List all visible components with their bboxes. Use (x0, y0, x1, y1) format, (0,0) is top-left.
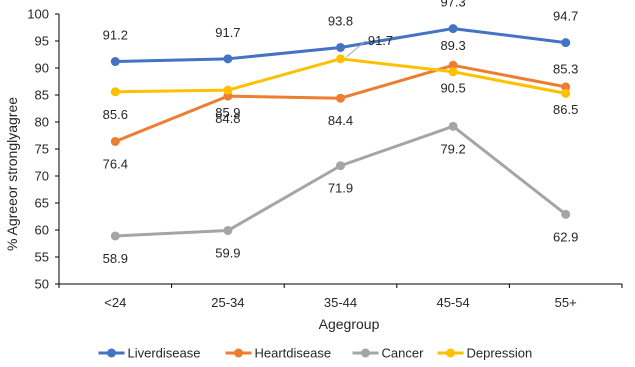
data-point (336, 161, 345, 171)
data-label: 89.3 (440, 38, 465, 53)
legend-label: Depression (467, 346, 533, 361)
legend-label: Liverdisease (128, 346, 201, 361)
x-axis-title: Agegroup (319, 316, 380, 332)
data-point (448, 67, 458, 77)
data-point (223, 226, 233, 236)
x-tick-label: 55+ (555, 295, 577, 310)
legend-label: Cancer (382, 346, 425, 361)
legend-item: Liverdisease (98, 346, 201, 361)
data-point (336, 54, 345, 64)
data-label: 86.5 (553, 102, 578, 117)
series-lines (110, 24, 571, 241)
data-label: 91.7 (368, 33, 393, 48)
data-point (110, 57, 120, 67)
data-label: 97.3 (440, 0, 465, 10)
y-tick-label: 55 (35, 250, 49, 265)
y-tick-label: 75 (35, 142, 49, 157)
data-label: 84.4 (328, 113, 353, 128)
legend-swatch-marker (361, 348, 370, 358)
data-label: 79.2 (440, 141, 465, 156)
series-liverdisease (110, 24, 571, 67)
data-labels: 91.2 91.7 93.8 97.3 94.7 76.4 84.8 84.4 90.5 86.5… (103, 0, 579, 266)
data-point (561, 38, 571, 48)
axes: 50 55 60 65 70 75 80 85 90 95 100 <24 25-34 35-44 45-5… (27, 7, 623, 310)
y-tick-label: 70 (35, 169, 49, 184)
y-axis-title: % Agreeor stronglyagree (4, 97, 20, 251)
series-line (113, 63, 568, 143)
data-label: 85.3 (553, 61, 578, 76)
data-point (448, 121, 458, 131)
y-tick-label: 85 (35, 88, 49, 103)
data-point (110, 136, 120, 146)
y-tick-label: 65 (35, 196, 49, 211)
y-tick-label: 80 (35, 115, 49, 130)
legend: Liverdisease Heartdisease Cancer Depression (98, 346, 533, 361)
series-line (113, 57, 568, 95)
data-label: 94.7 (553, 9, 578, 24)
x-tick-label: 25-34 (211, 295, 244, 310)
series-cancer (110, 121, 571, 241)
legend-label: Heartdisease (255, 346, 332, 361)
data-label: 71.9 (328, 181, 353, 196)
data-point (448, 60, 458, 70)
x-tick-label: <24 (104, 295, 126, 310)
callouts (346, 40, 366, 58)
legend-item: Cancer (352, 346, 425, 361)
data-point (561, 209, 571, 219)
data-label: 76.4 (103, 156, 128, 171)
series-depression (110, 54, 571, 98)
legend-item: Depression (437, 346, 533, 361)
data-label: 91.7 (215, 25, 240, 40)
data-label: 91.2 (103, 28, 128, 43)
data-label: 62.9 (553, 229, 578, 244)
data-point (223, 54, 233, 64)
data-point (448, 24, 458, 34)
legend-swatch-marker (234, 348, 243, 358)
legend-swatch-marker (446, 348, 455, 358)
data-point (336, 93, 345, 103)
data-label: 59.9 (215, 246, 240, 261)
data-label: 58.9 (103, 251, 128, 266)
data-point (223, 85, 233, 95)
data-point (110, 231, 120, 241)
data-point (110, 87, 120, 97)
data-label: 84.8 (215, 111, 240, 126)
data-label: 85.6 (103, 107, 128, 122)
data-point (336, 42, 345, 52)
data-point (561, 88, 571, 98)
y-tick-label: 100 (27, 7, 49, 22)
y-tick-label: 50 (35, 277, 49, 292)
data-label: 93.8 (328, 13, 353, 28)
x-tick-label: 45-54 (436, 295, 469, 310)
data-label: 90.5 (440, 80, 465, 95)
y-tick-label: 90 (35, 61, 49, 76)
y-tick-label: 95 (35, 34, 49, 49)
x-tick-label: 35-44 (324, 295, 357, 310)
legend-item: Heartdisease (225, 346, 332, 361)
y-tick-label: 60 (35, 223, 49, 238)
data-point (561, 82, 571, 92)
series-heartdisease (110, 60, 571, 146)
label-leader-line (346, 40, 366, 58)
data-label: 85.9 (215, 105, 240, 120)
legend-swatch-marker (107, 348, 116, 358)
